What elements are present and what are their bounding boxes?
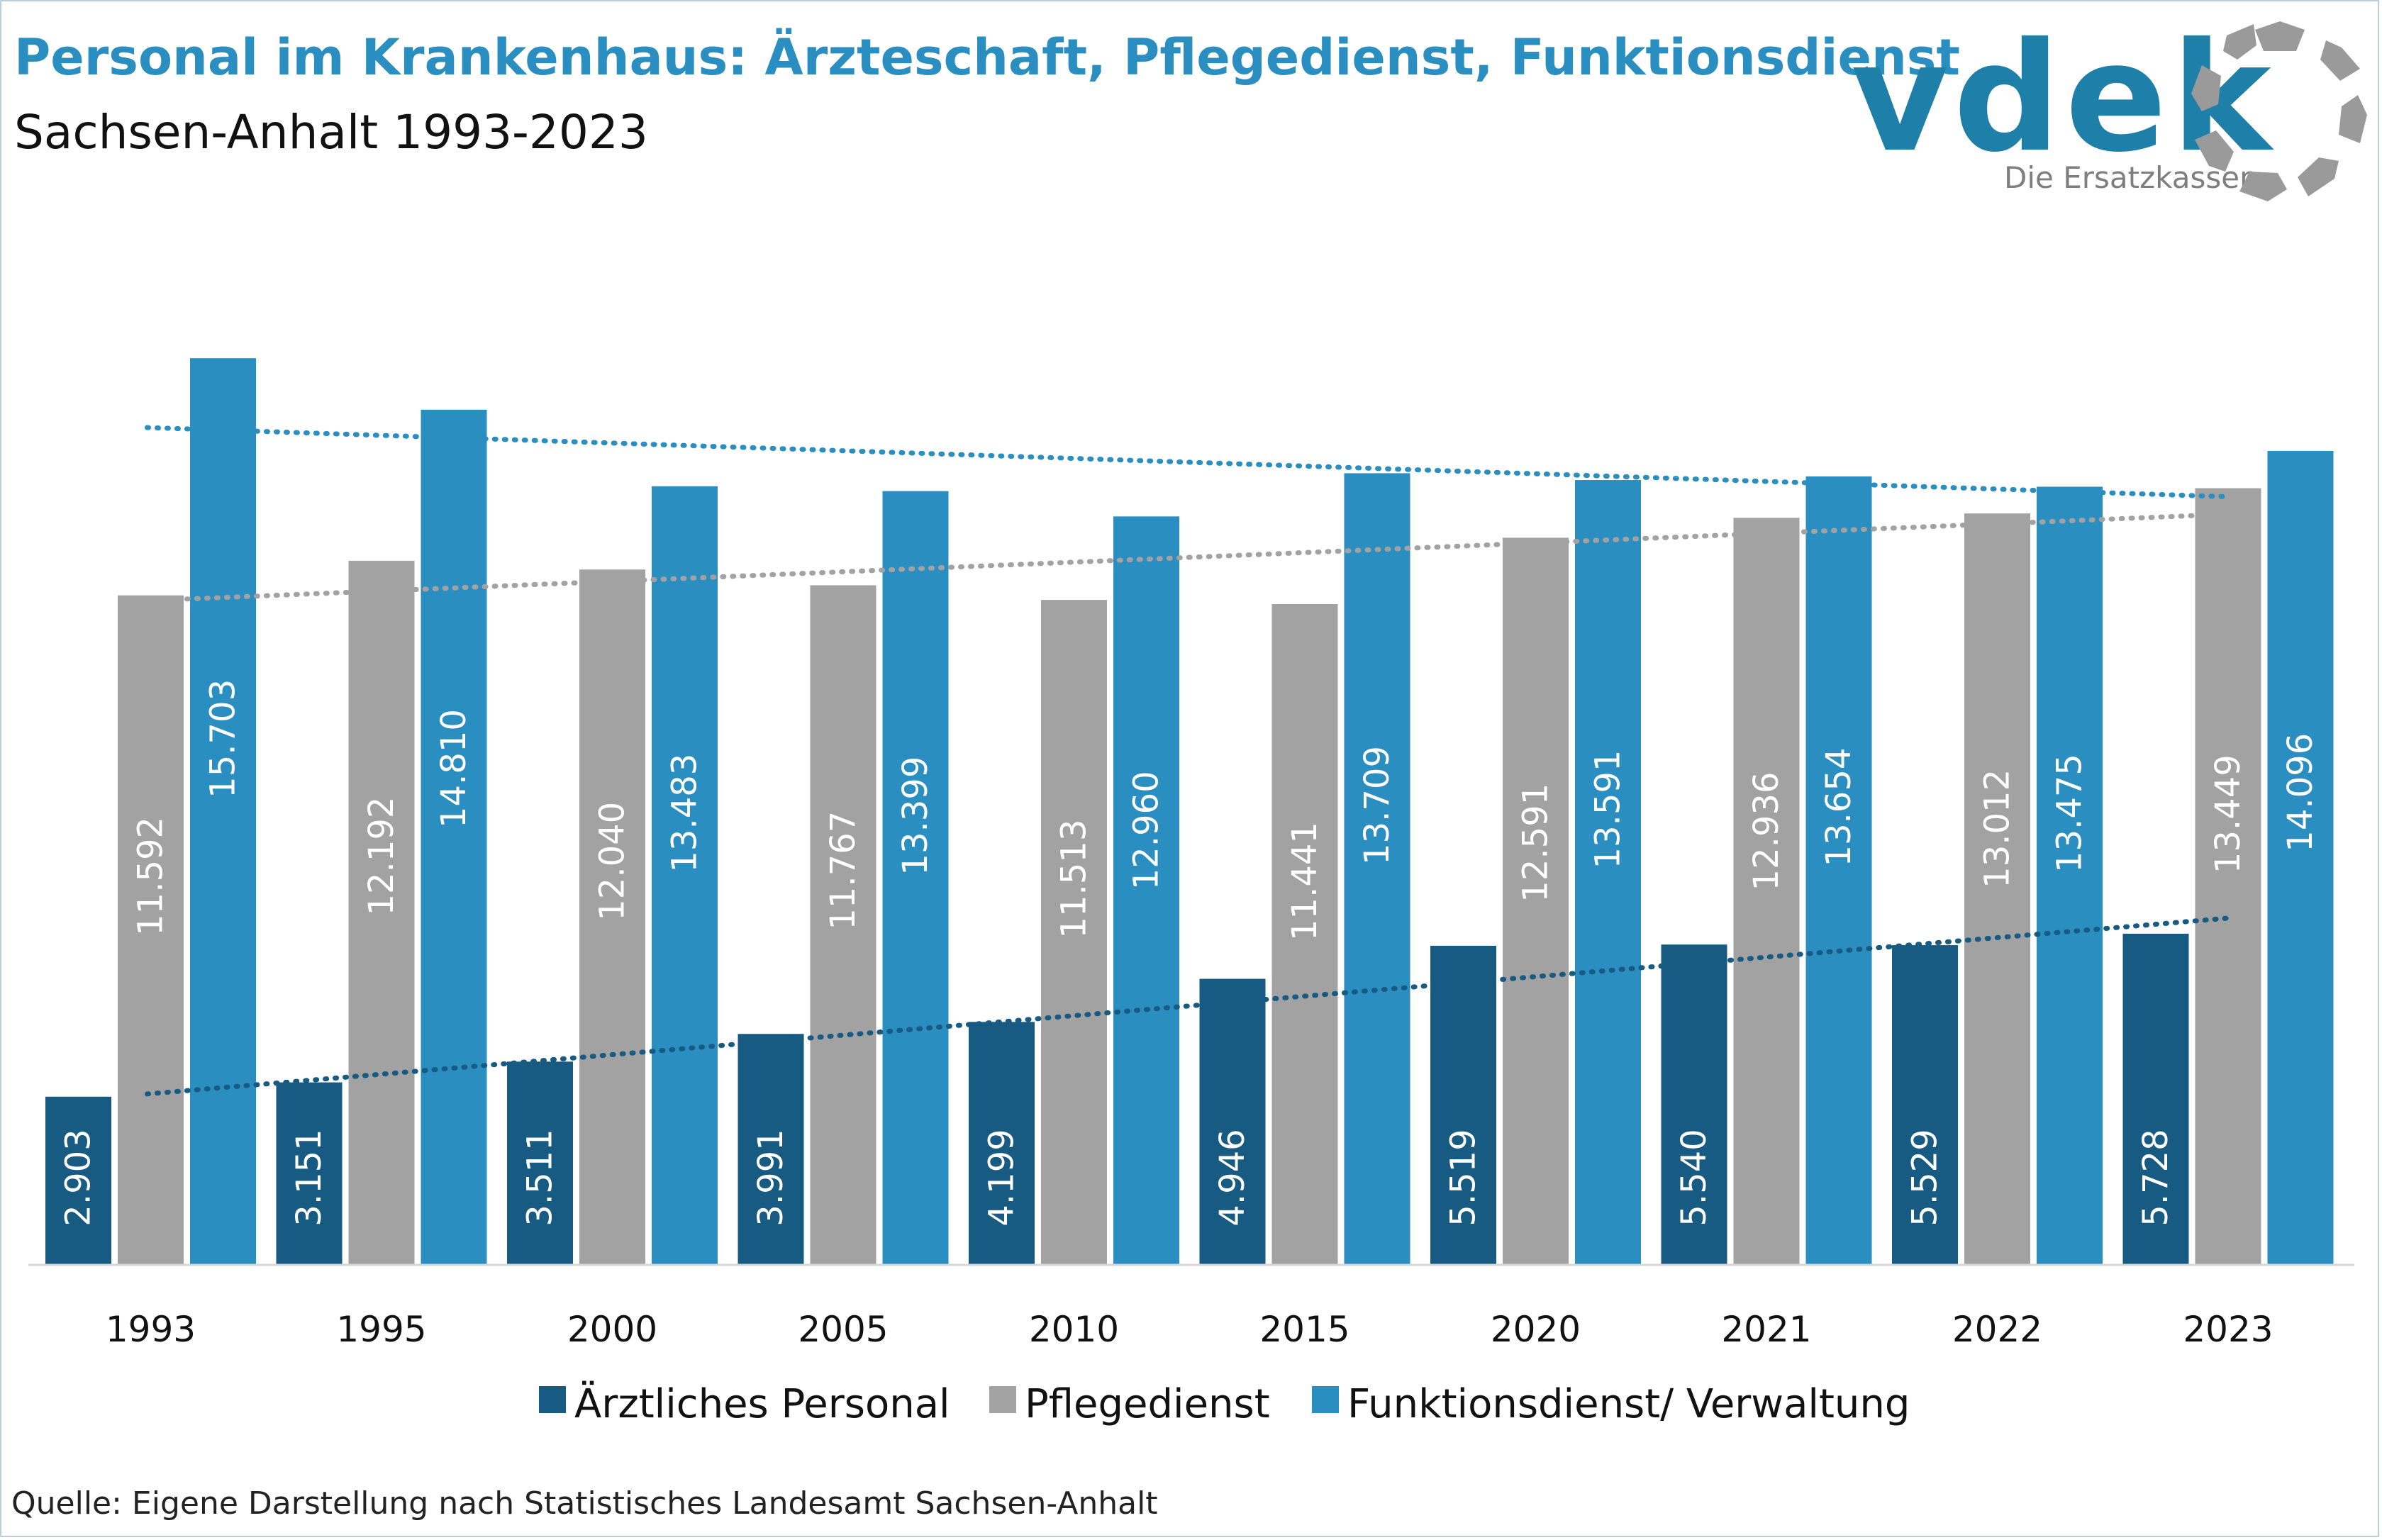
legend-swatch (539, 1386, 566, 1413)
bar-aerztliches-personal-2022 (1892, 945, 1958, 1264)
data-label: 5.728 (2136, 1129, 2176, 1226)
x-tick-label: 2010 (1029, 1309, 1119, 1350)
bar-pflegedienst-2000 (579, 569, 645, 1264)
vdek-logo: vdek Die Ersatzkassen (1851, 14, 2376, 201)
data-label: 13.483 (665, 754, 705, 873)
data-label: 5.529 (1905, 1129, 1945, 1226)
bar-aerztliches-personal-1995 (276, 1082, 343, 1264)
x-tick-label: 2005 (798, 1309, 888, 1350)
bar-aerztliches-personal-2005 (738, 1034, 804, 1264)
x-tick-label: 1993 (106, 1309, 196, 1350)
trendline-funktionsdienst (145, 425, 2232, 500)
data-label: 13.709 (1357, 746, 1397, 865)
bar-funktionsdienst-2010 (1113, 516, 1179, 1264)
data-label: 12.936 (1747, 771, 1786, 891)
trendlines-layer (145, 425, 2232, 1097)
data-label: 3.151 (289, 1129, 329, 1226)
bar-aerztliches-personal-2010 (969, 1022, 1035, 1264)
bar-pflegedienst-2022 (1964, 513, 2030, 1265)
legend-label: Pflegedienst (1025, 1381, 1270, 1427)
logo-ring-icon (2191, 21, 2367, 201)
data-label: 12.040 (593, 802, 633, 921)
data-label: 11.441 (1285, 822, 1325, 941)
data-label: 2.903 (59, 1129, 99, 1226)
data-label: 13.399 (896, 757, 935, 876)
bar-funktionsdienst-2021 (1805, 476, 1872, 1264)
bar-aerztliches-personal-2021 (1661, 944, 1727, 1264)
data-labels-layer: 2.903 11.592 15.703 3.151 12.192 14.810 3.511 1… (59, 679, 2321, 1227)
data-label: 5.540 (1674, 1129, 1714, 1226)
data-label: 14.096 (2281, 733, 2320, 852)
data-label: 13.475 (2050, 754, 2090, 873)
data-label: 11.513 (1054, 820, 1094, 939)
data-label: 11.592 (131, 817, 171, 936)
bar-funktionsdienst-1995 (421, 409, 487, 1265)
legend-swatch (989, 1386, 1016, 1413)
data-label: 13.654 (1819, 748, 1859, 867)
bar-pflegedienst-2015 (1271, 603, 1338, 1264)
bar-aerztliches-personal-2023 (2122, 933, 2189, 1264)
bar-funktionsdienst-2015 (1344, 473, 1410, 1264)
bar-funktionsdienst-1993 (190, 358, 256, 1265)
bar-funktionsdienst-2000 (652, 486, 718, 1265)
bar-pflegedienst-1995 (348, 560, 415, 1264)
x-axis: 1993 1995 2000 2005 2010 2015 2020 2021 2022 2023 (28, 1263, 2354, 1350)
data-label: 13.449 (2208, 754, 2248, 874)
data-label: 12.960 (1127, 771, 1167, 890)
x-tick-label: 2020 (1491, 1309, 1581, 1350)
bar-pflegedienst-2010 (1041, 600, 1107, 1264)
data-label: 13.591 (1588, 750, 1628, 869)
data-label: 12.591 (1516, 783, 1556, 903)
data-label: 4.199 (982, 1129, 1022, 1226)
legend-label: Funktionsdienst/ Verwaltung (1347, 1381, 1910, 1427)
data-label: 3.511 (521, 1129, 560, 1226)
data-label: 13.012 (1978, 769, 2018, 888)
x-tick-label: 2000 (567, 1309, 657, 1350)
trendline-pflegedienst (145, 511, 2232, 603)
bar-aerztliches-personal-1993 (45, 1096, 111, 1264)
legend-label: Ärztliches Personal (574, 1381, 950, 1427)
legend: Ärztliches Personal Pflegedienst Funktions… (539, 1381, 1910, 1427)
legend-swatch (1312, 1386, 1339, 1413)
data-label: 12.192 (362, 797, 401, 916)
x-tick-label: 2021 (1721, 1309, 1811, 1350)
data-label: 4.946 (1213, 1129, 1252, 1226)
bar-funktionsdienst-2023 (2267, 450, 2334, 1264)
bar-pflegedienst-1993 (118, 595, 184, 1264)
bars-layer (45, 358, 2334, 1265)
bar-pflegedienst-2021 (1733, 518, 1800, 1264)
x-tick-label: 2022 (1952, 1309, 2042, 1350)
bar-aerztliches-personal-2000 (507, 1061, 573, 1264)
data-label: 3.991 (751, 1129, 791, 1226)
chart-subtitle: Sachsen-Anhalt 1993-2023 (14, 105, 648, 160)
bar-funktionsdienst-2022 (2037, 486, 2103, 1264)
bar-aerztliches-personal-2015 (1199, 978, 1266, 1264)
bar-pflegedienst-2023 (2195, 488, 2261, 1264)
data-label: 5.519 (1444, 1129, 1484, 1226)
data-label: 14.810 (434, 709, 474, 828)
data-label: 15.703 (204, 679, 243, 798)
x-tick-label: 1995 (336, 1309, 426, 1350)
source-note: Quelle: Eigene Darstellung nach Statisti… (11, 1485, 1158, 1522)
bar-funktionsdienst-2005 (882, 491, 949, 1264)
bar-pflegedienst-2005 (810, 585, 876, 1264)
trendline-aerztliches-personal (145, 915, 2232, 1097)
data-label: 11.767 (823, 811, 863, 930)
bar-pflegedienst-2020 (1503, 537, 1569, 1264)
bar-aerztliches-personal-2020 (1430, 945, 1496, 1264)
chart-title: Personal im Krankenhaus: Ärzteschaft, Pf… (14, 28, 1960, 87)
x-tick-label: 2023 (2183, 1309, 2273, 1350)
x-tick-label: 2015 (1259, 1309, 1349, 1350)
bar-funktionsdienst-2020 (1575, 480, 1641, 1264)
